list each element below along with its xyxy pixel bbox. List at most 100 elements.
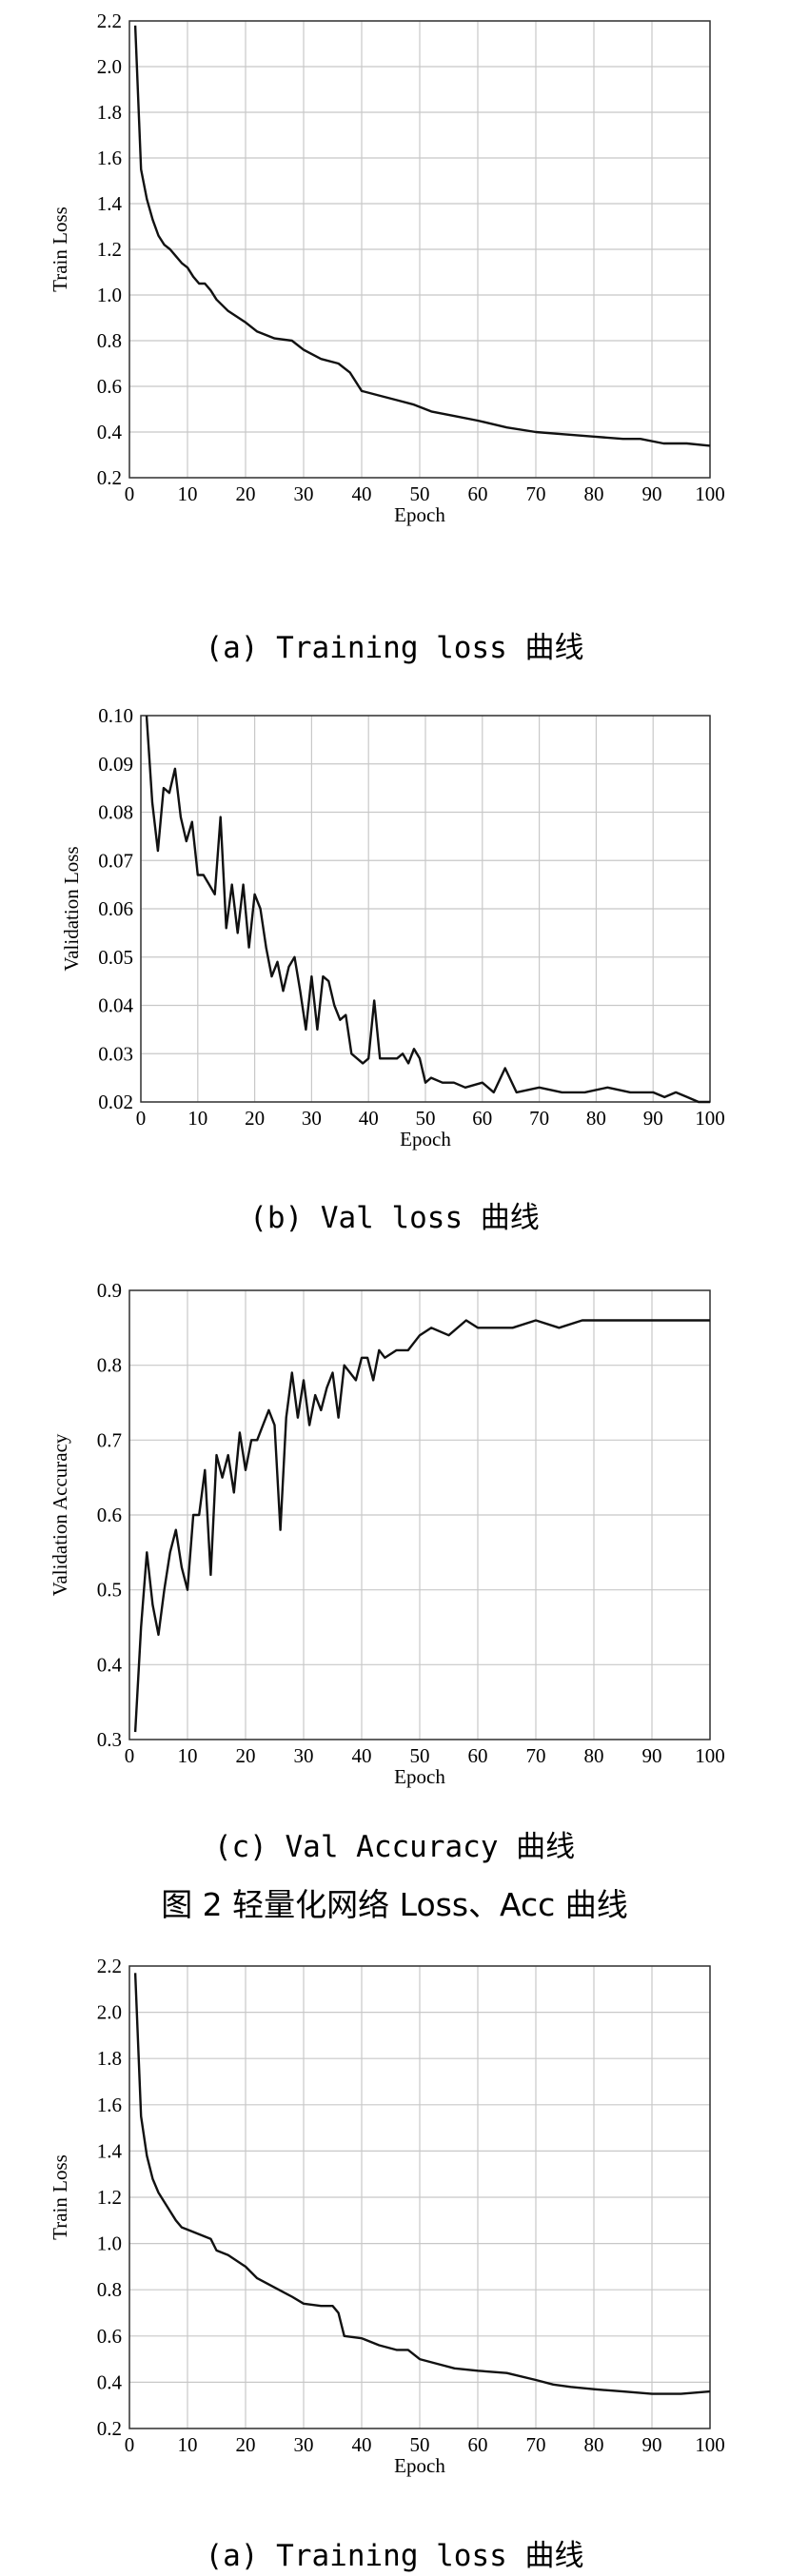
y-tick-label: 0.2 <box>97 466 122 489</box>
series-line <box>145 715 710 1104</box>
y-tick-label: 0.02 <box>98 1091 133 1113</box>
x-tick-label: 70 <box>529 1107 549 1130</box>
series-line <box>133 25 711 447</box>
y-axis-label: Train Loss <box>49 206 71 292</box>
y-tick-label: 0.05 <box>98 946 133 969</box>
x-tick-label: 80 <box>584 482 604 505</box>
x-axis-label: Epoch <box>394 503 445 526</box>
x-tick-label: 80 <box>586 1107 606 1130</box>
y-tick-label: 1.2 <box>97 238 122 261</box>
y-tick-label: 1.6 <box>97 147 122 169</box>
x-tick-label: 0 <box>136 1107 147 1130</box>
plot-frame <box>140 715 711 1103</box>
y-tick-label: 2.0 <box>97 2001 122 2024</box>
caption-val-accuracy: (c) Val Accuracy 曲线 <box>213 1830 576 1864</box>
x-tick-label: 10 <box>178 1744 198 1767</box>
y-tick-label: 0.8 <box>97 329 122 352</box>
y-tick-label: 1.8 <box>97 101 122 124</box>
x-tick-label: 60 <box>468 2433 488 2456</box>
y-tick-label: 0.4 <box>97 421 123 443</box>
y-tick-label: 0.4 <box>97 1653 123 1676</box>
x-tick-label: 100 <box>695 2433 725 2456</box>
chart-svg: 0 10 20 30 40 50 60 70 80 90 100 0.2 0.4 0.6 0.8 1.0 1.2… <box>49 10 725 526</box>
x-tick-label: 70 <box>526 1744 546 1767</box>
x-tick-label: 50 <box>410 1744 430 1767</box>
y-tick-label: 0.4 <box>97 2370 123 2393</box>
series-line <box>133 1319 710 1733</box>
x-tick-label: 0 <box>125 482 135 505</box>
x-tick-label: 30 <box>302 1107 322 1130</box>
series-line <box>133 1973 711 2395</box>
y-tick-label: 0.6 <box>97 2325 122 2348</box>
chart-svg: 0 10 20 30 40 50 60 70 80 90 100 0.3 0.4 0.5 0.6 0.7 0.8… <box>49 1279 725 1788</box>
y-tick-label: 0.6 <box>97 375 122 398</box>
figure-title: 图 2 轻量化网络 Loss、Acc 曲线 <box>161 1886 628 1923</box>
y-tick-label: 1.6 <box>97 2094 122 2116</box>
x-tick-label: 20 <box>236 482 256 505</box>
y-tick-label: 0.04 <box>98 994 133 1017</box>
x-tick-label: 50 <box>410 482 430 505</box>
x-tick-label: 0 <box>125 1744 135 1767</box>
x-tick-label: 60 <box>468 482 488 505</box>
x-tick-label: 20 <box>236 1744 256 1767</box>
y-axis-label: Validation Accuracy <box>49 1433 71 1596</box>
x-tick-label: 20 <box>236 2433 256 2456</box>
x-tick-label: 40 <box>359 1107 379 1130</box>
y-tick-label: 0.9 <box>97 1279 122 1302</box>
y-tick-label: 2.2 <box>97 10 122 32</box>
y-tick-label: 0.7 <box>97 1428 122 1451</box>
plot-frame <box>128 1289 711 1740</box>
x-tick-label: 50 <box>416 1107 436 1130</box>
x-tick-label: 10 <box>178 482 198 505</box>
plot-frame <box>128 20 711 479</box>
y-tick-label: 0.06 <box>98 897 133 920</box>
x-tick-label: 40 <box>352 2433 372 2456</box>
x-tick-label: 90 <box>642 482 662 505</box>
plot-frame <box>128 1965 711 2429</box>
y-tick-label: 1.4 <box>97 2139 123 2162</box>
y-tick-label: 0.08 <box>98 801 133 824</box>
y-tick-label: 0.07 <box>98 849 133 872</box>
x-tick-label: 10 <box>187 1107 207 1130</box>
y-tick-label: 0.8 <box>97 1354 122 1377</box>
y-tick-label: 2.0 <box>97 55 122 78</box>
y-tick-label: 1.4 <box>97 192 123 215</box>
x-axis-label: Epoch <box>400 1128 451 1150</box>
train-loss-chart: 0 10 20 30 40 50 60 70 80 90 100 0.2 0.4 0.6 0.8 1.0 1.2… <box>0 0 789 609</box>
y-tick-label: 0.03 <box>98 1042 133 1065</box>
chart-svg: 0 10 20 30 40 50 60 70 80 90 100 0.2 0.4 0.6 0.8 1.0 1.2… <box>49 1955 725 2477</box>
y-tick-label: 1.8 <box>97 2047 122 2070</box>
caption-train-loss-repeat: (a) Training loss 曲线 <box>205 2539 584 2573</box>
y-tick-label: 0.09 <box>98 753 133 776</box>
y-tick-label: 2.2 <box>97 1955 122 1977</box>
x-tick-label: 30 <box>294 482 314 505</box>
x-tick-label: 90 <box>642 2433 662 2456</box>
x-tick-label: 80 <box>584 2433 604 2456</box>
val-accuracy-chart: 0 10 20 30 40 50 60 70 80 90 100 0.3 0.4 0.5 0.6 0.7 0.8… <box>0 1275 789 1813</box>
y-tick-label: 0.10 <box>98 704 133 727</box>
caption-train-loss: (a) Training loss 曲线 <box>205 631 584 665</box>
x-tick-label: 90 <box>643 1107 663 1130</box>
x-tick-label: 30 <box>294 2433 314 2456</box>
x-tick-label: 40 <box>352 482 372 505</box>
x-tick-label: 100 <box>695 1744 725 1767</box>
y-tick-label: 1.0 <box>97 2232 122 2255</box>
y-tick-label: 0.6 <box>97 1504 122 1526</box>
val-loss-chart: 0 10 20 30 40 50 60 70 80 90 100 0.02 0.03 0.04 0.05 0.… <box>0 704 789 1180</box>
train-loss-chart-repeat: 0 10 20 30 40 50 60 70 80 90 100 0.2 0.4 0.6 0.8 1.0 1.2… <box>0 1951 789 2522</box>
x-tick-label: 80 <box>584 1744 604 1767</box>
x-tick-label: 100 <box>695 1107 725 1130</box>
x-tick-label: 50 <box>410 2433 430 2456</box>
x-tick-label: 100 <box>695 482 725 505</box>
x-axis-label: Epoch <box>394 2454 445 2477</box>
x-tick-label: 20 <box>245 1107 265 1130</box>
y-tick-label: 0.8 <box>97 2278 122 2301</box>
x-tick-label: 10 <box>178 2433 198 2456</box>
y-tick-label: 0.2 <box>97 2417 122 2440</box>
x-axis-label: Epoch <box>394 1765 445 1788</box>
x-tick-label: 60 <box>468 1744 488 1767</box>
y-tick-label: 1.0 <box>97 284 122 306</box>
x-tick-label: 0 <box>125 2433 135 2456</box>
x-tick-label: 70 <box>526 2433 546 2456</box>
x-tick-label: 30 <box>294 1744 314 1767</box>
